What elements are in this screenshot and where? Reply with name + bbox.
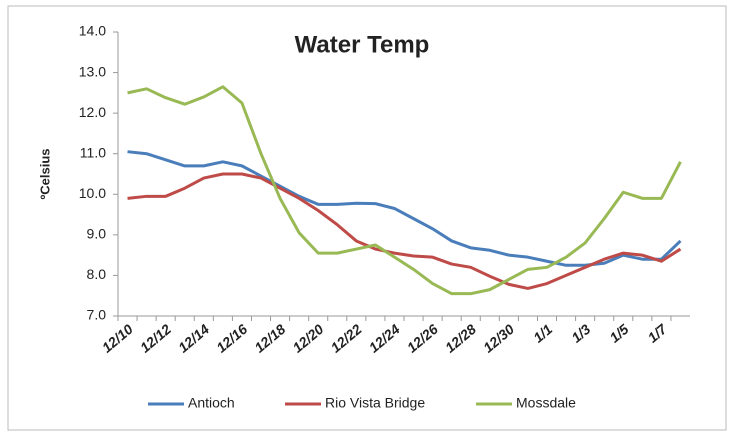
chart-title: Water Temp: [295, 31, 430, 58]
line-series: [127, 85, 682, 296]
y-tick-label: 8.0: [87, 266, 107, 282]
legend-label: Mossdale: [516, 395, 576, 411]
y-axis-label: ºCelsius: [37, 149, 52, 200]
y-tick-label: 7.0: [87, 307, 107, 323]
y-tick-label: 10.0: [79, 185, 106, 201]
y-tick-label: 11.0: [80, 144, 106, 160]
y-tick-label: 14.0: [79, 23, 106, 39]
legend-label: Rio Vista Bridge: [325, 395, 425, 411]
legend-label: Antioch: [188, 395, 235, 411]
line-series: [127, 172, 682, 290]
y-tick-label: 12.0: [79, 104, 106, 120]
y-tick-label: 9.0: [87, 226, 107, 242]
chart-border: [7, 5, 727, 431]
y-tick-label: 13.0: [79, 63, 106, 79]
